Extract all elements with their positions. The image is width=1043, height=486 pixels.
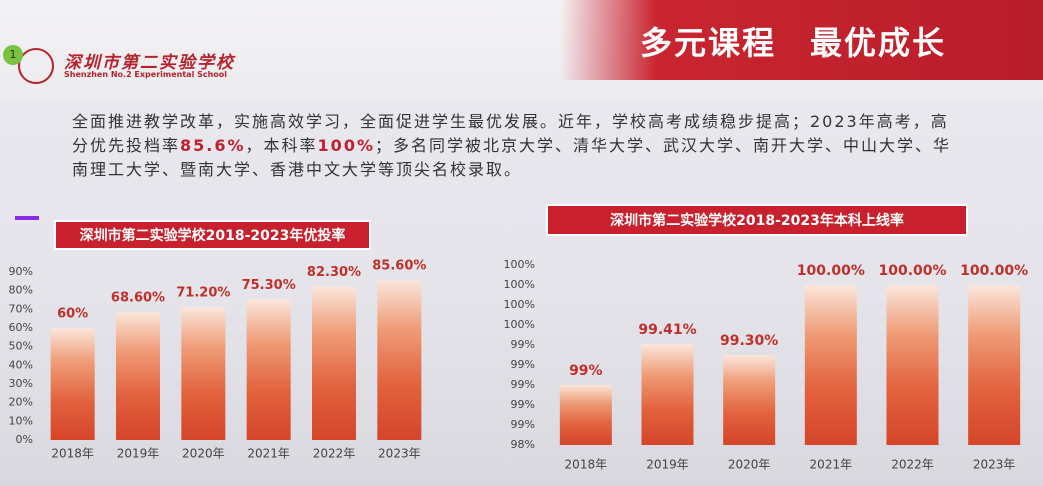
y-tick-label: 0% [16,433,33,446]
y-tick-label: 60% [9,321,33,334]
y-tick-label: 40% [9,358,33,371]
y-tick-label: 99% [511,398,535,411]
y-tick-label: 98% [511,438,535,451]
y-tick-label: 10% [9,414,33,427]
y-tick-label: 50% [9,340,33,353]
x-tick-label: 2020年 [182,447,225,461]
bar [886,285,939,445]
x-tick-label: 2020年 [728,458,771,472]
y-tick-label: 30% [9,377,33,390]
x-tick-label: 2019年 [117,447,160,461]
highlight: 100% [317,136,375,155]
value-label: 85.60% [372,259,426,274]
value-label: 75.30% [242,278,296,293]
text: 全面推进教学改革，实施高效学习，全面促进学生最优发展。近年，学校高考成绩稳步提高… [72,112,949,155]
chart-title: 深圳市第二实验学校2018-2023年优投率 [80,227,346,244]
bar [116,311,160,440]
highlight: 85.6% [180,136,246,155]
x-tick-label: 2022年 [313,447,356,461]
school-name-en: Shenzhen No.2 Experimental School [64,70,228,79]
value-label: 100.00% [878,263,946,279]
y-tick-label: 100% [504,298,535,311]
bar [804,285,857,445]
x-tick-label: 2019年 [646,458,689,472]
value-label: 99.30% [720,333,778,349]
bar [312,286,356,440]
chart-title: 深圳市第二实验学校2018-2023年本科上线率 [610,212,904,229]
bar [181,307,226,440]
value-label: 68.60% [111,290,165,305]
slide-title: 多元课程 最优成长 [640,24,947,62]
x-tick-label: 2023年 [973,458,1016,472]
bar [968,285,1021,445]
value-label: 100.00% [960,263,1028,279]
bar [246,299,291,440]
y-tick-label: 99% [511,358,535,371]
badge: 1 [3,45,23,65]
y-tick-label: 99% [511,418,535,431]
x-tick-label: 2018年 [51,447,94,461]
value-label: 100.00% [797,263,865,279]
bar [377,280,422,440]
x-tick-label: 2018年 [565,458,608,472]
x-tick-label: 2022年 [891,458,934,472]
x-tick-label: 2023年 [378,447,421,461]
y-tick-label: 100% [504,318,535,331]
intro-text: 全面推进教学改革，实施高效学习，全面促进学生最优发展。近年，学校高考成绩稳步提高… [72,110,952,182]
value-label: 71.20% [176,286,230,301]
x-tick-label: 2021年 [810,458,853,472]
y-tick-label: 99% [511,378,535,391]
y-tick-label: 20% [9,396,33,409]
value-label: 99.41% [638,322,696,338]
y-tick-label: 100% [504,258,535,271]
bar [50,328,95,440]
x-tick-label: 2021年 [247,447,290,461]
chart-title-box [546,204,968,236]
school-name: 深圳市第二实验学校 [64,53,235,73]
y-tick-label: 100% [504,278,535,291]
y-tick-label: 70% [9,302,33,315]
accent [15,216,39,220]
value-label: 82.30% [307,265,361,280]
y-tick-label: 80% [9,284,33,297]
header-bar [560,0,1043,80]
y-tick-label: 99% [511,338,535,351]
y-tick-label: 90% [9,265,33,278]
bar [641,344,694,445]
school-logo [18,48,54,84]
value-label: 60% [57,307,88,322]
bar [723,355,776,445]
text: ，本科率 [245,136,318,155]
value-label: 99% [569,363,603,379]
chart-title-box [54,220,371,250]
bar [559,385,612,445]
text: ；多名同学被北京大学、清华大学、武汉大学、南开大学、中山大学、华南理工大学、暨南… [72,136,951,179]
